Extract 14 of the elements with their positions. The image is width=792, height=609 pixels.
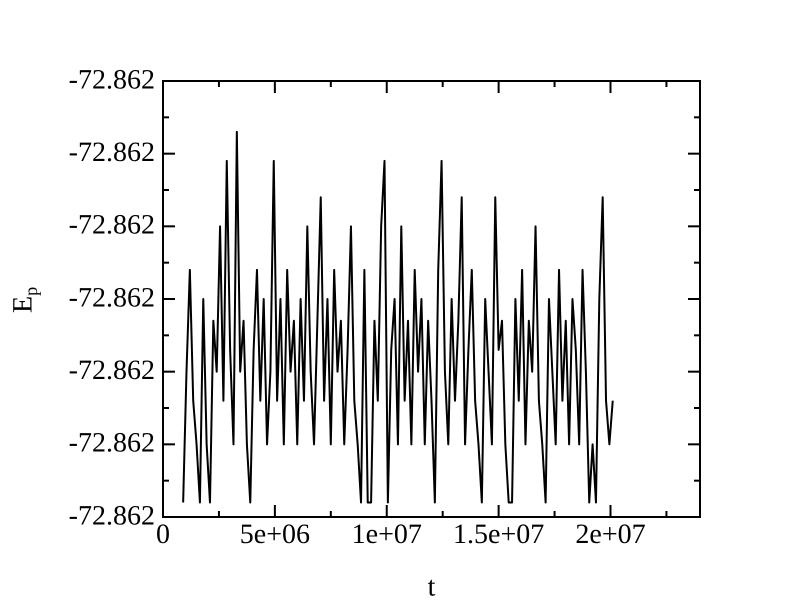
y-tick-label: -72.862 <box>68 282 155 314</box>
y-tick-label: -72.862 <box>68 64 155 96</box>
x-tick-label: 5e+06 <box>240 519 310 550</box>
x-tick-label: 1.5e+07 <box>453 519 544 550</box>
x-tick-label: 1e+07 <box>352 519 422 550</box>
y-tick-label: -72.862 <box>68 137 155 168</box>
x-axis-title: t <box>428 572 436 603</box>
y-tick-label: -72.862 <box>68 355 155 386</box>
y-tick-label: -72.862 <box>68 210 155 241</box>
y-tick-label: -72.862 <box>68 500 155 532</box>
y-tick-label: -72.862 <box>68 428 155 459</box>
x-tick-label: 0 <box>156 519 170 550</box>
x-tick-label: 2e+07 <box>575 519 646 550</box>
y-axis-title: Ep <box>7 286 42 313</box>
